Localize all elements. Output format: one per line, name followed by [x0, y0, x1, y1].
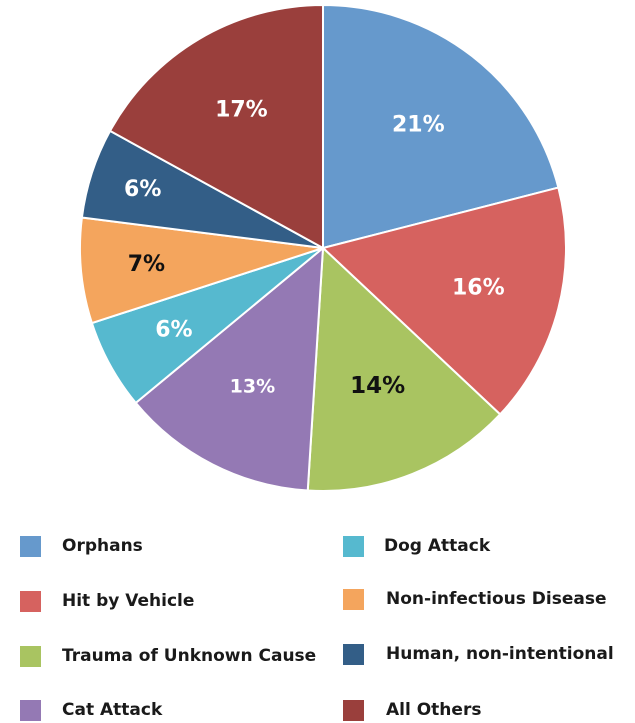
pie-slice-non-infectious-disease	[79, 216, 324, 325]
legend-label-hit-by-vehicle: Hit by Vehicle	[62, 591, 195, 611]
legend-item-cat-attack: Cat Attack	[20, 698, 162, 722]
legend-swatch-cat-attack	[20, 699, 41, 721]
legend-item-non-infectious-disease: Non-infectious Disease	[343, 587, 606, 611]
pie-label-cat-attack: 13%	[230, 376, 275, 398]
pie-slice-hit-by-vehicle	[322, 186, 567, 416]
pie-label-human-non-intentional: 6%	[124, 177, 161, 202]
legend-item-hit-by-vehicle: Hit by Vehicle	[20, 589, 194, 613]
legend-label-cat-attack: Cat Attack	[62, 700, 163, 720]
legend-swatch-dog-attack	[343, 535, 364, 557]
pie-labels: 21% 16% 14% 13% 6% 7% 6% 17%	[124, 98, 505, 399]
legend-label-trauma-of-unknown-cause: Trauma of Unknown Cause	[62, 646, 317, 666]
pie-label-trauma-of-unknown-cause: 14%	[350, 373, 405, 399]
legend-swatch-all-others	[343, 699, 364, 721]
legend-item-orphans: Orphans	[20, 534, 143, 558]
legend-swatch-human-non-intentional	[343, 643, 364, 665]
legend-swatch-non-infectious-disease	[343, 588, 364, 610]
pie-chart: 21% 16% 14% 13% 6% 7% 6% 17%	[79, 4, 567, 492]
legend-item-human-non-intentional: Human, non-intentional	[343, 642, 614, 666]
pie-slices	[79, 4, 567, 492]
legend-label-non-infectious-disease: Non-infectious Disease	[386, 589, 607, 609]
pie-label-orphans: 21%	[392, 113, 445, 138]
pie-slice-cat-attack	[134, 247, 324, 492]
legend-swatch-trauma-of-unknown-cause	[20, 645, 41, 667]
legend-label-all-others: All Others	[386, 700, 482, 720]
legend-item-dog-attack: Dog Attack	[343, 534, 490, 558]
legend-item-all-others: All Others	[343, 698, 481, 722]
legend-label-orphans: Orphans	[62, 536, 143, 556]
legend-label-dog-attack: Dog Attack	[384, 536, 491, 556]
pie-label-all-others: 17%	[215, 98, 268, 123]
legend-swatch-hit-by-vehicle	[20, 590, 41, 612]
pie-label-dog-attack: 6%	[155, 317, 192, 342]
legend-label-human-non-intentional: Human, non-intentional	[386, 644, 614, 664]
pie-label-non-infectious-disease: 7%	[128, 252, 165, 277]
legend: Orphans Hit by Vehicle Trauma of Unknown…	[0, 500, 635, 723]
pie-label-hit-by-vehicle: 16%	[452, 275, 505, 300]
legend-swatch-orphans	[20, 535, 41, 557]
pie-slice-all-others	[109, 4, 324, 249]
pie-slice-orphans	[322, 4, 560, 249]
pie-slice-trauma-of-unknown-cause	[306, 247, 502, 492]
legend-item-trauma-of-unknown-cause: Trauma of Unknown Cause	[20, 644, 316, 668]
